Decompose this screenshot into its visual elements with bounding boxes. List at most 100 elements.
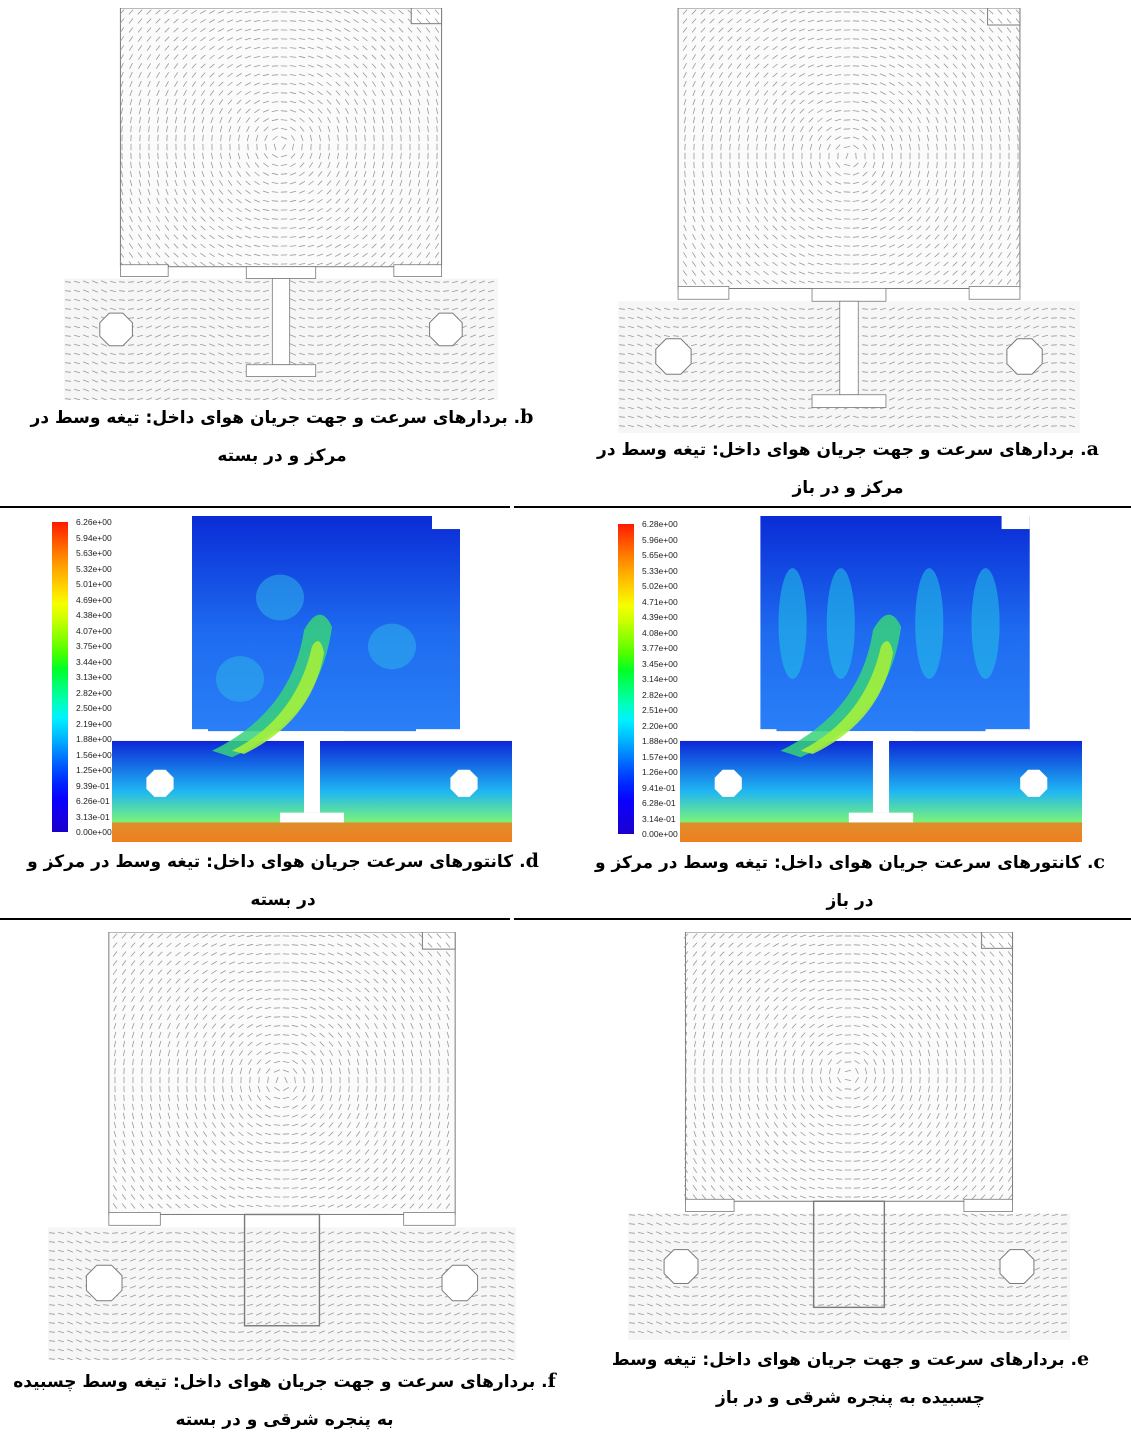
- legend-tick-label: 5.01e+00: [76, 579, 112, 589]
- row-divider-1: [0, 506, 510, 508]
- partition-bottom-flange: [849, 813, 913, 823]
- column-2: [915, 568, 943, 679]
- partition-top-flange: [812, 289, 886, 302]
- wall-right: [964, 1199, 1013, 1211]
- partition-bottom-flange: [246, 365, 315, 377]
- door-notch: [982, 932, 1013, 948]
- window-west: [664, 1250, 698, 1284]
- wall-right: [404, 1212, 455, 1225]
- legend-tick-label: 1.26e+00: [642, 767, 678, 777]
- floor-band: [112, 822, 512, 842]
- legend-tick-label: 6.28e-01: [642, 798, 676, 808]
- window-east: [1020, 770, 1047, 797]
- window-east: [1007, 339, 1042, 374]
- wall-left: [685, 1199, 734, 1211]
- wall-right: [969, 287, 1020, 300]
- legend-tick-label: 4.38e+00: [76, 610, 112, 620]
- wall-left: [164, 729, 208, 739]
- window-west: [146, 770, 173, 797]
- window-west: [656, 339, 691, 374]
- wall-left: [120, 265, 168, 277]
- legend-tick-label: 2.19e+00: [76, 719, 112, 729]
- vector-field-e: [628, 932, 1070, 1340]
- legend-tick-label: 3.75e+00: [76, 641, 112, 651]
- legend-tick-label: 1.25e+00: [76, 765, 112, 775]
- blob-2: [216, 656, 264, 702]
- vector-field-f: [48, 932, 516, 1360]
- door-notch: [1002, 516, 1030, 529]
- partition-web: [272, 278, 289, 364]
- legend-tick-label: 2.51e+00: [642, 705, 678, 715]
- column-0: [778, 568, 806, 679]
- vector-field-a: [618, 8, 1080, 433]
- caption-a: a. بردارهای سرعت و جهت جریان هوای داخل: …: [578, 430, 1118, 507]
- legend-tick-label: 5.94e+00: [76, 533, 112, 543]
- partition-top-flange: [280, 731, 344, 741]
- vector-field-b: [64, 8, 498, 400]
- floor-band: [680, 822, 1082, 842]
- door-notch: [422, 932, 455, 949]
- legend-tick-label: 4.07e+00: [76, 626, 112, 636]
- window-west: [715, 770, 742, 797]
- legend-tick-label: 1.88e+00: [642, 736, 678, 746]
- legend-tick-label: 3.77e+00: [642, 643, 678, 653]
- legend-tick-label: 5.65e+00: [642, 550, 678, 560]
- legend-tick-label: 4.08e+00: [642, 628, 678, 638]
- legend-tick-label: 3.13e-01: [76, 812, 110, 822]
- legend-tick-label: 5.32e+00: [76, 564, 112, 574]
- partition-top-flange: [849, 731, 913, 741]
- wall-right: [986, 729, 1030, 739]
- contour-field-c: [680, 516, 1082, 842]
- legend-tick-label: 9.39e-01: [76, 781, 110, 791]
- figure-e-vector-plot: [628, 932, 1070, 1340]
- partition-web: [304, 741, 320, 813]
- legend-colorbar: [52, 522, 68, 832]
- partition-web: [840, 301, 858, 395]
- wall-right: [416, 729, 460, 739]
- blob-0: [256, 575, 304, 621]
- window-east: [1000, 1250, 1034, 1284]
- contour-field-d: [112, 516, 512, 842]
- wall-right: [394, 265, 442, 277]
- legend-tick-label: 2.82e+00: [76, 688, 112, 698]
- caption-c: c. کانتورهای سرعت جریان هوای داخل: تیغه …: [585, 843, 1115, 920]
- window-east: [450, 770, 477, 797]
- legend-tick-label: 6.28e+00: [642, 519, 678, 529]
- legend-tick-label: 5.63e+00: [76, 548, 112, 558]
- legend-tick-label: 6.26e+00: [76, 517, 112, 527]
- legend-tick-label: 2.50e+00: [76, 703, 112, 713]
- legend-tick-label: 9.41e-01: [642, 783, 676, 793]
- partition-top-flange: [246, 267, 315, 279]
- partition-bottom-flange: [280, 813, 344, 823]
- figure-c-contour-plot: [680, 516, 1082, 842]
- window-west: [100, 313, 133, 346]
- legend-tick-label: 3.45e+00: [642, 659, 678, 669]
- window-west: [86, 1265, 122, 1301]
- legend-tick-label: 5.96e+00: [642, 535, 678, 545]
- column-3: [971, 568, 999, 679]
- legend-tick-label: 2.82e+00: [642, 690, 678, 700]
- caption-d: d. کانتورهای سرعت جریان هوای داخل: تیغه …: [18, 842, 548, 919]
- blob-1: [368, 624, 416, 670]
- caption-f: f. بردارهای سرعت و جهت جریان هوای داخل: …: [12, 1362, 557, 1439]
- legend-tick-label: 4.71e+00: [642, 597, 678, 607]
- legend-tick-label: 3.44e+00: [76, 657, 112, 667]
- legend-tick-label: 3.14e-01: [642, 814, 676, 824]
- wall-left: [109, 1212, 160, 1225]
- row-divider-2: [0, 918, 510, 920]
- legend-tick-label: 6.26e-01: [76, 796, 110, 806]
- legend-tick-label: 0.00e+00: [76, 827, 112, 837]
- legend-tick-label: 0.00e+00: [642, 829, 678, 839]
- caption-b: b. بردارهای سرعت و جهت جریان هوای داخل: …: [12, 398, 552, 475]
- legend-tick-label: 3.13e+00: [76, 672, 112, 682]
- legend-tick-label: 3.14e+00: [642, 674, 678, 684]
- wall-left: [732, 729, 776, 739]
- caption-e: e. بردارهای سرعت و جهت جریان هوای داخل: …: [578, 1340, 1123, 1417]
- figure-d-contour-plot: [112, 516, 512, 842]
- door-notch: [432, 516, 460, 529]
- legend-tick-label: 4.69e+00: [76, 595, 112, 605]
- figure-a-vector-plot: [618, 8, 1080, 433]
- legend-colorbar: [618, 524, 634, 834]
- column-1: [827, 568, 855, 679]
